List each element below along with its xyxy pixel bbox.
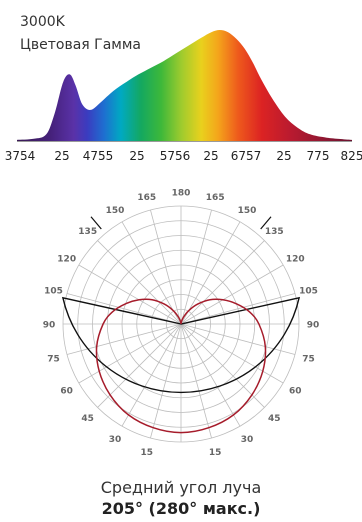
- polar-grid-ray: [181, 210, 212, 324]
- polar-grid-ray: [67, 293, 181, 324]
- polar-grid-ray: [98, 241, 181, 324]
- polar-angle-label: 165: [206, 193, 225, 203]
- polar-grid-ray: [181, 324, 283, 383]
- polar-grid-ray: [181, 324, 295, 355]
- spectrum-tick-label: 25: [203, 149, 218, 163]
- beam-angle-caption: Средний угол луча: [0, 478, 362, 497]
- polar-grid-ray: [150, 210, 181, 324]
- polar-angle-label: 165: [137, 193, 156, 203]
- cct-label: 3000K: [20, 14, 65, 30]
- polar-angle-label: 45: [268, 414, 281, 424]
- polar-grid-ray: [79, 265, 181, 324]
- polar-grid-ray: [122, 324, 181, 426]
- spectrum-tick-label: 6757: [231, 149, 262, 163]
- spectrum-chart: 3000K Цветовая Гамма: [0, 0, 362, 170]
- polar-chart: 15 15 30 30 45 45 60 60 75 75 90 90 105 105 120 120 135 1…: [0, 170, 362, 470]
- spectrum-tick-label: 25: [129, 149, 144, 163]
- polar-angle-label: 75: [302, 355, 315, 365]
- polar-angle-label: 60: [289, 387, 302, 397]
- polar-grid-ray: [181, 241, 264, 324]
- polar-grid-ray: [181, 293, 295, 324]
- polar-angle-label: 180: [172, 189, 191, 199]
- polar-angle-label: 105: [299, 286, 318, 296]
- polar-angle-label: 150: [238, 206, 257, 216]
- gamut-title: Цветовая Гамма: [20, 37, 141, 53]
- polar-angle-label: 120: [286, 255, 305, 265]
- polar-angle-label: 120: [57, 255, 76, 265]
- polar-plot: 15 15 30 30 45 45 60 60 75 75 90 90 105 105 120 120 135 1…: [0, 170, 362, 470]
- spectrum-tick-label: 25: [54, 149, 69, 163]
- spectrum-tick-label: 775: [307, 149, 330, 163]
- polar-angle-label: 90: [307, 321, 320, 331]
- polar-angle-label: 135: [78, 227, 97, 237]
- polar-angle-label: 90: [43, 321, 56, 331]
- polar-angle-label: 105: [44, 286, 63, 296]
- spectrum-tick-label: 25: [276, 149, 291, 163]
- polar-grid-ray: [181, 324, 212, 438]
- polar-angle-label: 45: [81, 414, 94, 424]
- polar-grid-ray: [79, 324, 181, 383]
- spectrum-tick-label: 5756: [160, 149, 191, 163]
- polar-grid-ray: [181, 265, 283, 324]
- polar-angle-label: 30: [109, 435, 122, 445]
- polar-grid-ray: [150, 324, 181, 438]
- spectrum-tick-label: 4755: [83, 149, 114, 163]
- polar-angle-label: 150: [106, 206, 125, 216]
- beam-angle-value: 205° (280° макс.): [0, 499, 362, 518]
- spectrum-tick-label: 825: [341, 149, 362, 163]
- polar-angle-label: 75: [47, 355, 60, 365]
- polar-angle-label: 15: [209, 448, 222, 458]
- polar-grid-ray: [67, 324, 181, 355]
- polar-angle-label: 15: [141, 448, 154, 458]
- spectrum-tick-label: 3754: [5, 149, 36, 163]
- polar-grid-ray: [181, 324, 240, 426]
- polar-angle-label: 60: [60, 387, 73, 397]
- polar-angle-label: 135: [265, 227, 284, 237]
- polar-angle-label: 30: [241, 435, 254, 445]
